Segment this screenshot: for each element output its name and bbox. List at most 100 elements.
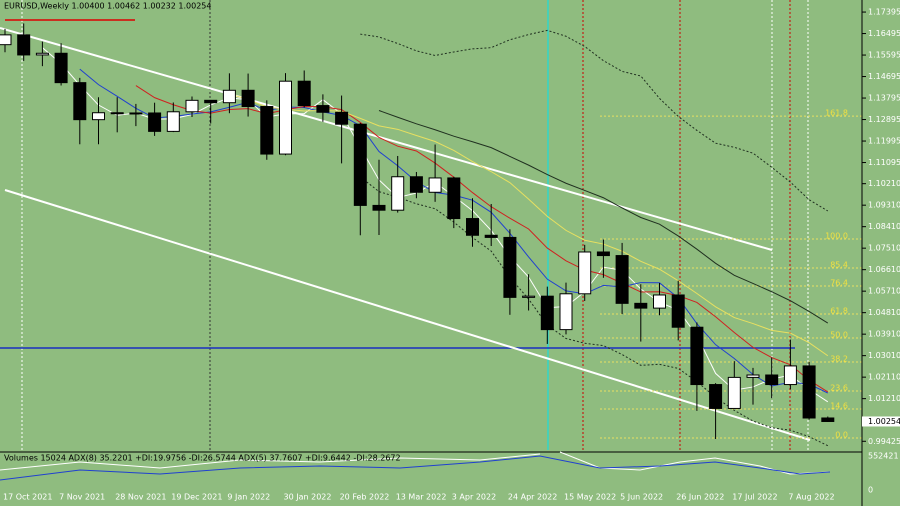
candle-body (634, 302, 648, 309)
trend-line (0, 27, 773, 251)
candle-body (391, 176, 405, 211)
fib-label: 85.4 (830, 261, 848, 270)
candle-body (372, 204, 386, 211)
price-label: 1.00254 (868, 417, 900, 426)
candle-body (540, 295, 554, 331)
candle-body (671, 294, 685, 328)
candle-body (279, 80, 292, 155)
candle-body (466, 218, 479, 236)
candle-body (615, 255, 629, 304)
y-tick-label: 1.08410 (868, 222, 900, 231)
y-tick-label: 1.14695 (868, 72, 900, 81)
candle-body (222, 89, 236, 104)
x-tick-label: 30 Jan 2022 (284, 493, 332, 502)
candle-body (73, 82, 87, 121)
candle-body (129, 112, 143, 115)
indicator-line (559, 451, 831, 475)
y-tick-label: 1.07510 (868, 244, 900, 253)
fib-label: 0.0 (835, 431, 848, 440)
x-tick-label: 3 Apr 2022 (452, 493, 496, 502)
y-tick-label: 1.05710 (868, 287, 900, 296)
vertical-markers (21, 0, 809, 450)
candle-body (596, 251, 610, 257)
fib-label: 161.8 (825, 109, 848, 118)
x-tick-label: 13 Mar 2022 (396, 493, 447, 502)
y-tick-label: 1.10210 (868, 179, 900, 188)
candle-body (802, 365, 816, 419)
y-tick-label: 1.12895 (868, 115, 900, 124)
fib-label: 38.2 (830, 355, 848, 364)
x-tick-label: 19 Dec 2021 (171, 493, 222, 502)
candle-body (690, 326, 704, 386)
fib-label: 100.0 (825, 232, 848, 241)
candle-body (110, 112, 124, 115)
y-tick-label: 1.06610 (868, 265, 900, 274)
candle-body (447, 177, 461, 220)
candle-body (765, 374, 779, 386)
candle-body (821, 417, 835, 422)
x-tick-label: 26 Jun 2022 (676, 493, 724, 502)
candle-body (653, 294, 666, 309)
y-tick-label: 1.16495 (868, 29, 900, 38)
candle-body (503, 236, 517, 298)
candle-body (335, 111, 349, 125)
candle-body (260, 106, 274, 155)
indicator-tick-label: 0 (868, 486, 873, 495)
candle-body (783, 365, 797, 386)
y-tick-label: 1.17395 (868, 8, 900, 17)
indicator-tick-label: 552421 (868, 452, 899, 461)
x-tick-label: 7 Nov 2021 (59, 493, 105, 502)
y-tick-label: 1.15595 (868, 51, 900, 60)
y-tick-label: 1.11995 (868, 137, 900, 146)
fib-label: 50.0 (830, 331, 848, 340)
band (359, 176, 829, 447)
candle-body (578, 251, 592, 295)
candle-body (54, 52, 68, 84)
candle-body (727, 376, 741, 409)
y-tick-label: 1.02110 (868, 373, 900, 382)
y-tick-label: 0.99425 (868, 437, 900, 446)
candle-body (428, 177, 442, 193)
x-tick-label: 5 Jun 2022 (620, 493, 663, 502)
x-tick-label: 17 Jul 2022 (732, 493, 777, 502)
fib-label: 76.4 (830, 279, 848, 288)
y-tick-label: 1.03010 (868, 351, 900, 360)
candle-body (17, 34, 31, 56)
indicator-title: Volumes 15024 ADX(8) 35.2201 +DI:19.9756… (4, 454, 401, 463)
x-tick-label: 24 Apr 2022 (508, 493, 557, 502)
candle-body (204, 99, 218, 104)
candle-body (559, 293, 573, 331)
candle-body (709, 384, 723, 409)
y-tick-label: 1.04810 (868, 308, 900, 317)
x-tick-label: 9 Jan 2022 (227, 493, 270, 502)
candle-body (484, 234, 498, 238)
candle-body (166, 111, 180, 132)
x-tick-label: 15 May 2022 (564, 493, 616, 502)
y-tick-label: 1.03910 (868, 330, 900, 339)
candle-body (746, 374, 760, 378)
y-tick-label: 1.11095 (868, 158, 900, 167)
candle-body (148, 112, 162, 132)
plot: 161.8 100.0 85.4 76.4 61.8 50.0 38.2 23.6 14.6 0.… (0, 23, 862, 447)
candle-body (409, 176, 423, 193)
candle-body (92, 112, 105, 121)
fib-label: 61.8 (830, 307, 848, 316)
indicator-line (0, 453, 541, 471)
band (360, 29, 829, 212)
x-tick-label: 17 Oct 2021 (3, 493, 52, 502)
y-tick-label: 1.01210 (868, 394, 900, 403)
price-tag (862, 416, 900, 427)
fib-label: 14.6 (830, 402, 848, 411)
candle-body (316, 105, 330, 113)
x-tick-label: 20 Feb 2022 (340, 493, 390, 502)
candle-body (241, 89, 255, 108)
candle-body (297, 80, 311, 107)
fib-label: 23.6 (830, 384, 848, 393)
x-tick-label: 28 Nov 2021 (115, 493, 166, 502)
candle-body (35, 52, 49, 56)
candle-body (522, 295, 536, 298)
candle-body (0, 34, 12, 46)
indicator-line (0, 455, 831, 481)
